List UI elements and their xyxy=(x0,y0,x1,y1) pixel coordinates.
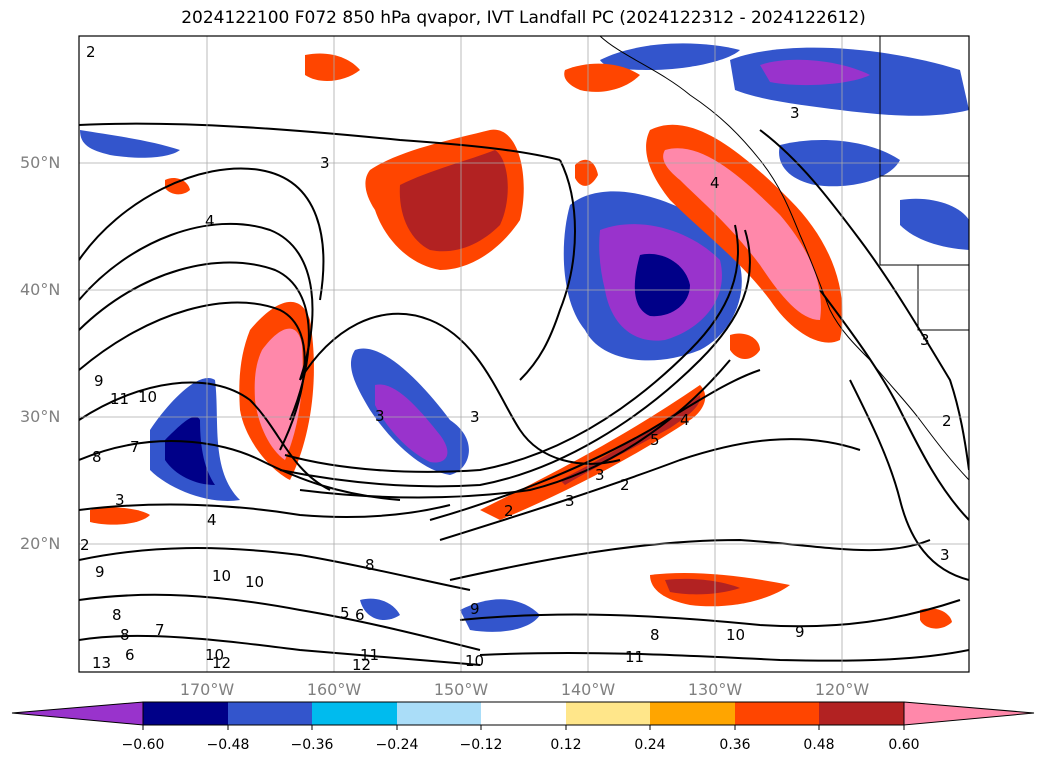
contour-label: 10 xyxy=(212,567,231,585)
colorbar-swatch xyxy=(650,702,735,725)
contour-label: 2 xyxy=(942,412,952,430)
colorbar-extend-min xyxy=(11,701,144,726)
contour-label: 3 xyxy=(565,492,575,510)
contour-label: 3 xyxy=(940,546,950,564)
colorbar-tick-label: 0.60 xyxy=(888,737,920,753)
coastlines xyxy=(599,36,969,481)
contour-label: 4 xyxy=(205,212,215,230)
lon-label: 130°W xyxy=(687,680,743,699)
contour-label: 10 xyxy=(245,573,264,591)
colorbar-extend-max xyxy=(903,701,1035,726)
colorbar-frame xyxy=(142,701,905,726)
lon-label: 120°W xyxy=(814,680,870,699)
contour-label: 8 xyxy=(112,606,122,624)
contour-label: 3 xyxy=(595,466,605,484)
negative-anomaly-fields xyxy=(80,43,969,632)
contour-label: 9 xyxy=(795,623,805,641)
lon-label: 170°W xyxy=(179,680,235,699)
contour-label: 11 xyxy=(110,390,129,408)
colorbar-swatch xyxy=(312,702,397,725)
contour-label: 9 xyxy=(470,600,480,618)
contour-label: 8 xyxy=(92,448,102,466)
contour-label: 9 xyxy=(94,372,104,390)
contour-label: 5 xyxy=(650,431,660,449)
colorbar-swatch xyxy=(481,702,566,725)
lat-label: 30°N xyxy=(20,407,61,426)
contour-label: 3 xyxy=(470,408,480,426)
contour-label: 8 xyxy=(365,556,375,574)
contour-label: 5 xyxy=(340,604,350,622)
lon-label: 140°W xyxy=(560,680,616,699)
contour-label: 3 xyxy=(790,104,800,122)
contour-label: 3 xyxy=(320,154,330,172)
contour-label: 3 xyxy=(920,331,930,349)
colorbar-tick-label: −0.36 xyxy=(290,737,334,753)
contour-label: 13 xyxy=(92,654,111,672)
positive-anomaly-fields xyxy=(90,53,952,629)
contour-label: 4 xyxy=(710,174,720,192)
contour-label: 4 xyxy=(207,511,217,529)
colorbar-swatch xyxy=(566,702,650,725)
colorbar-swatch xyxy=(143,702,228,725)
lat-label: 50°N xyxy=(20,153,61,172)
lat-label: 20°N xyxy=(20,534,61,553)
contour-label: 8 xyxy=(120,626,130,644)
lat-label: 40°N xyxy=(20,280,61,299)
contour-label: 11 xyxy=(360,646,379,664)
contour-label: 2 xyxy=(80,536,90,554)
contour-label: 4 xyxy=(680,411,690,429)
colorbar-tick-label: −0.48 xyxy=(206,737,250,753)
colorbar-swatch xyxy=(735,702,819,725)
colorbar-tick-label: 0.36 xyxy=(719,737,751,753)
colorbar-tick-label: 0.48 xyxy=(803,737,835,753)
contour-label: 6 xyxy=(355,606,365,624)
contour-label: 2 xyxy=(620,476,630,494)
lon-label: 150°W xyxy=(433,680,489,699)
contour-label: 10 xyxy=(138,388,157,406)
contour-label: 9 xyxy=(95,563,105,581)
contour-label: 2 xyxy=(86,43,96,61)
contour-label: 11 xyxy=(625,648,644,666)
contour-label: 10 xyxy=(465,652,484,670)
contour-lines xyxy=(79,122,969,666)
colorbar-tick-label: −0.12 xyxy=(459,737,503,753)
contour-label: 2 xyxy=(504,502,514,520)
contour-label: 8 xyxy=(650,626,660,644)
colorbar xyxy=(11,701,1035,730)
colorbar-tick-label: −0.24 xyxy=(375,737,419,753)
contour-label: 12 xyxy=(352,656,371,674)
contour-label: 7 xyxy=(155,621,165,639)
colorbar-tick-label: 0.24 xyxy=(634,737,666,753)
contour-label-group: 2 3 4 4 3 2 3 9 11 10 8 7 3 4 2 6 9 10 1… xyxy=(80,43,952,674)
contour-label: 10 xyxy=(726,626,745,644)
map-frame xyxy=(78,35,970,673)
colorbar-tick-label: 0.12 xyxy=(550,737,582,753)
colorbar-tick-label: −0.60 xyxy=(121,737,165,753)
graticule xyxy=(79,36,969,672)
colorbar-swatch xyxy=(228,702,312,725)
contour-label: 3 xyxy=(115,491,125,509)
contour-label: 10 xyxy=(205,646,224,664)
colorbar-swatch xyxy=(819,702,904,725)
contour-label: 3 xyxy=(375,407,385,425)
figure-title: 2024122100 F072 850 hPa qvapor, IVT Land… xyxy=(181,8,866,28)
colorbar-swatch xyxy=(397,702,481,725)
lon-label: 160°W xyxy=(306,680,362,699)
contour-label: 12 xyxy=(212,654,231,672)
contour-label: 6 xyxy=(125,646,135,664)
contour-label: 7 xyxy=(130,438,140,456)
